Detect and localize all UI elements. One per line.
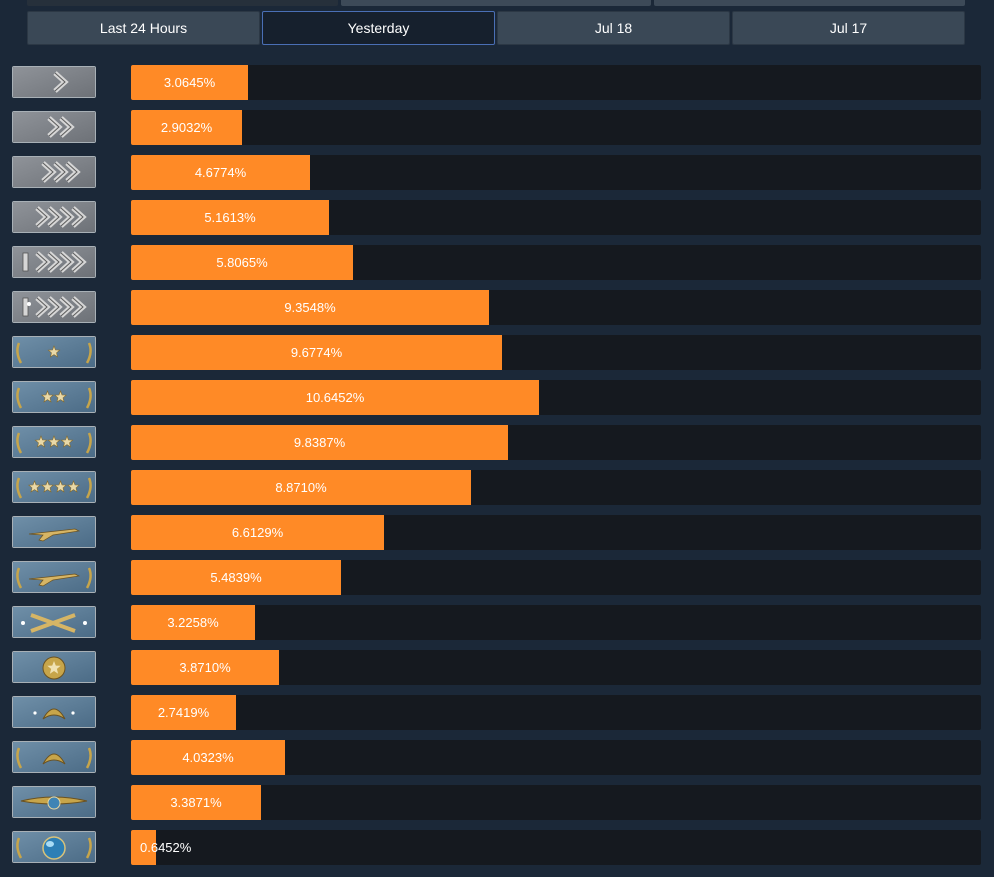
bar-track: 3.2258% bbox=[131, 605, 981, 640]
percentage-bar: 3.8710% bbox=[131, 650, 279, 685]
percentage-label: 2.7419% bbox=[157, 705, 210, 720]
percentage-label: 0.6452% bbox=[140, 840, 192, 855]
bar-track: 5.4839% bbox=[131, 560, 981, 595]
percentage-label: 4.6774% bbox=[194, 165, 247, 180]
bar-track: 8.8710% bbox=[131, 470, 981, 505]
rank-row: 6.6129% bbox=[0, 515, 994, 550]
top-strip-right bbox=[654, 0, 965, 6]
silver-1-rank-icon bbox=[12, 66, 96, 98]
percentage-label: 9.6774% bbox=[290, 345, 343, 360]
percentage-bar: 5.4839% bbox=[131, 560, 341, 595]
rank-row: 0.6452% bbox=[0, 830, 994, 865]
percentage-label: 6.6129% bbox=[231, 525, 284, 540]
percentage-bar: 3.2258% bbox=[131, 605, 255, 640]
percentage-bar: 0.6452% bbox=[131, 830, 191, 865]
supreme-master-first-class-rank-icon bbox=[12, 786, 96, 818]
rank-row: 5.4839% bbox=[0, 560, 994, 595]
global-elite-rank-icon bbox=[12, 831, 96, 863]
percentage-label: 5.4839% bbox=[210, 570, 262, 585]
percentage-label: 5.1613% bbox=[204, 210, 256, 225]
time-range-tabs: Last 24 Hours Yesterday Jul 18 Jul 17 bbox=[27, 11, 965, 45]
percentage-bar: 6.6129% bbox=[131, 515, 384, 550]
percentage-bar: 9.3548% bbox=[131, 290, 489, 325]
percentage-label: 2.9032% bbox=[160, 120, 213, 135]
master-guardian-1-rank-icon bbox=[12, 516, 96, 548]
bar-track: 3.0645% bbox=[131, 65, 981, 100]
percentage-bar: 4.0323% bbox=[131, 740, 285, 775]
percentage-label: 8.8710% bbox=[275, 480, 327, 495]
tab-jul-18[interactable]: Jul 18 bbox=[497, 11, 730, 45]
tab-jul-17[interactable]: Jul 17 bbox=[732, 11, 965, 45]
silver-3-rank-icon bbox=[12, 156, 96, 188]
percentage-label: 3.8710% bbox=[179, 660, 231, 675]
percentage-label: 3.3871% bbox=[170, 795, 222, 810]
master-guardian-elite-rank-icon bbox=[12, 606, 96, 638]
rank-row: 3.0645% bbox=[0, 65, 994, 100]
percentage-bar: 10.6452% bbox=[131, 380, 539, 415]
rank-row: 8.8710% bbox=[0, 470, 994, 505]
rank-row: 4.6774% bbox=[0, 155, 994, 190]
percentage-bar: 8.8710% bbox=[131, 470, 471, 505]
top-strip-middle bbox=[341, 0, 651, 6]
silver-elite-master-rank-icon bbox=[12, 291, 96, 323]
bar-track: 6.6129% bbox=[131, 515, 981, 550]
percentage-bar: 2.7419% bbox=[131, 695, 236, 730]
tab-last-24-hours[interactable]: Last 24 Hours bbox=[27, 11, 260, 45]
percentage-label: 3.2258% bbox=[167, 615, 219, 630]
percentage-bar: 9.8387% bbox=[131, 425, 508, 460]
rank-row: 10.6452% bbox=[0, 380, 994, 415]
percentage-bar: 3.0645% bbox=[131, 65, 248, 100]
rank-row: 9.8387% bbox=[0, 425, 994, 460]
bar-track: 0.6452% bbox=[131, 830, 981, 865]
bar-track: 4.6774% bbox=[131, 155, 981, 190]
bar-track: 2.7419% bbox=[131, 695, 981, 730]
master-guardian-2-rank-icon bbox=[12, 561, 96, 593]
top-strip-left bbox=[27, 0, 338, 6]
bar-track: 9.6774% bbox=[131, 335, 981, 370]
gold-nova-1-rank-icon bbox=[12, 336, 96, 368]
rank-row: 3.3871% bbox=[0, 785, 994, 820]
distinguished-master-guardian-rank-icon bbox=[12, 651, 96, 683]
bar-track: 2.9032% bbox=[131, 110, 981, 145]
gold-nova-master-rank-icon bbox=[12, 471, 96, 503]
bar-track: 5.1613% bbox=[131, 200, 981, 235]
rank-row: 3.2258% bbox=[0, 605, 994, 640]
gold-nova-3-rank-icon bbox=[12, 426, 96, 458]
percentage-bar: 9.6774% bbox=[131, 335, 502, 370]
bar-track: 10.6452% bbox=[131, 380, 981, 415]
bar-track: 5.8065% bbox=[131, 245, 981, 280]
bar-track: 3.3871% bbox=[131, 785, 981, 820]
percentage-bar: 4.6774% bbox=[131, 155, 310, 190]
rank-row: 4.0323% bbox=[0, 740, 994, 775]
rank-row: 5.1613% bbox=[0, 200, 994, 235]
silver-elite-rank-icon bbox=[12, 246, 96, 278]
rank-row: 3.8710% bbox=[0, 650, 994, 685]
percentage-bar: 2.9032% bbox=[131, 110, 242, 145]
percentage-label: 4.0323% bbox=[182, 750, 234, 765]
rank-row: 9.6774% bbox=[0, 335, 994, 370]
gold-nova-2-rank-icon bbox=[12, 381, 96, 413]
percentage-label: 5.8065% bbox=[216, 255, 268, 270]
bar-track: 3.8710% bbox=[131, 650, 981, 685]
bar-track: 9.3548% bbox=[131, 290, 981, 325]
bar-track: 4.0323% bbox=[131, 740, 981, 775]
rank-row: 2.7419% bbox=[0, 695, 994, 730]
percentage-label: 9.8387% bbox=[293, 435, 346, 450]
percentage-label: 9.3548% bbox=[284, 300, 336, 315]
bar-track: 9.8387% bbox=[131, 425, 981, 460]
percentage-bar: 3.3871% bbox=[131, 785, 261, 820]
rank-row: 5.8065% bbox=[0, 245, 994, 280]
rank-row: 2.9032% bbox=[0, 110, 994, 145]
silver-2-rank-icon bbox=[12, 111, 96, 143]
legendary-eagle-master-rank-icon bbox=[12, 741, 96, 773]
percentage-bar: 5.8065% bbox=[131, 245, 353, 280]
rank-row: 9.3548% bbox=[0, 290, 994, 325]
percentage-label: 3.0645% bbox=[163, 75, 216, 90]
percentage-label: 10.6452% bbox=[305, 390, 365, 405]
silver-4-rank-icon bbox=[12, 201, 96, 233]
percentage-bar: 5.1613% bbox=[131, 200, 329, 235]
tab-yesterday[interactable]: Yesterday bbox=[262, 11, 495, 45]
legendary-eagle-rank-icon bbox=[12, 696, 96, 728]
